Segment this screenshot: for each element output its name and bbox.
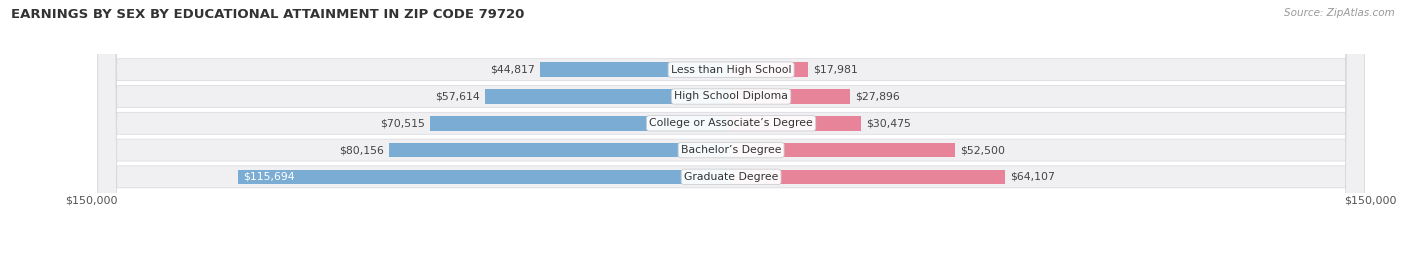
FancyBboxPatch shape <box>98 0 1364 268</box>
Text: Graduate Degree: Graduate Degree <box>683 172 779 182</box>
Text: College or Associate’s Degree: College or Associate’s Degree <box>650 118 813 128</box>
Text: $64,107: $64,107 <box>1010 172 1054 182</box>
Bar <box>389 143 731 157</box>
FancyBboxPatch shape <box>98 0 1364 268</box>
Text: Bachelor’s Degree: Bachelor’s Degree <box>681 145 782 155</box>
Text: $57,614: $57,614 <box>436 91 481 102</box>
Text: $17,981: $17,981 <box>813 65 858 75</box>
Text: Less than High School: Less than High School <box>671 65 792 75</box>
Bar <box>731 89 851 104</box>
FancyBboxPatch shape <box>98 0 1364 268</box>
Text: $44,817: $44,817 <box>491 65 534 75</box>
Bar <box>540 62 731 77</box>
Text: $115,694: $115,694 <box>243 172 294 182</box>
Text: $70,515: $70,515 <box>381 118 425 128</box>
Text: Source: ZipAtlas.com: Source: ZipAtlas.com <box>1284 8 1395 18</box>
Text: $52,500: $52,500 <box>960 145 1005 155</box>
Bar <box>731 143 955 157</box>
Text: $30,475: $30,475 <box>866 118 911 128</box>
Bar <box>731 169 1004 184</box>
Bar <box>430 116 731 131</box>
Bar <box>731 116 860 131</box>
FancyBboxPatch shape <box>98 0 1364 268</box>
FancyBboxPatch shape <box>98 0 1364 268</box>
Bar <box>731 62 808 77</box>
Text: EARNINGS BY SEX BY EDUCATIONAL ATTAINMENT IN ZIP CODE 79720: EARNINGS BY SEX BY EDUCATIONAL ATTAINMEN… <box>11 8 524 21</box>
Bar <box>238 169 731 184</box>
Text: $80,156: $80,156 <box>339 145 384 155</box>
Text: High School Diploma: High School Diploma <box>675 91 787 102</box>
Bar <box>485 89 731 104</box>
Text: $27,896: $27,896 <box>855 91 900 102</box>
